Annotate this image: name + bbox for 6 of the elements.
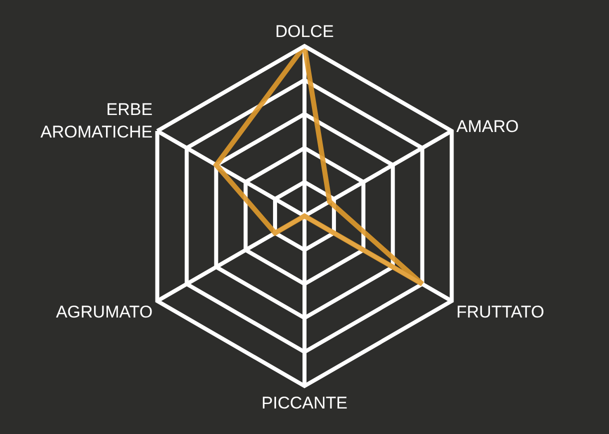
spoke-label: DOLCE bbox=[275, 22, 334, 42]
spoke-label: ERBE AROMATICHE bbox=[40, 100, 153, 142]
spoke-label: PICCANTE bbox=[262, 393, 348, 412]
spoke-label: AMARO bbox=[456, 116, 519, 136]
spoke-label: FRUTTATO bbox=[456, 302, 544, 322]
spoke-label: AGRUMATO bbox=[56, 302, 153, 322]
